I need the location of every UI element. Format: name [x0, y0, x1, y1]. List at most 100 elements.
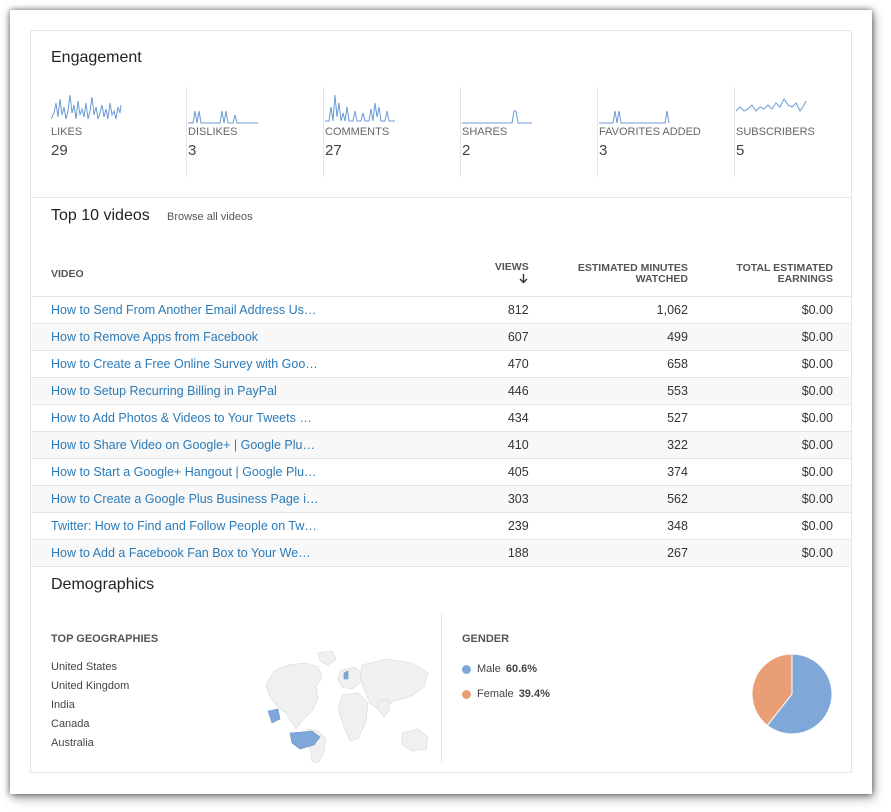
video-title-link[interactable]: How to Add a Facebook Fan Box to Your We…: [51, 546, 311, 560]
minutes-cell: 499: [528, 323, 688, 351]
minutes-cell: 348: [528, 512, 688, 540]
legend-label: Male: [477, 663, 501, 675]
legend-item-male: Male 60.6%: [462, 663, 550, 688]
divider: [460, 87, 461, 177]
gender-pie-chart[interactable]: [751, 653, 833, 735]
legend-item-female: Female 39.4%: [462, 688, 550, 713]
divider: [597, 87, 598, 177]
minutes-cell: 374: [528, 458, 688, 486]
column-header-earnings[interactable]: TOTAL ESTIMATED EARNINGS: [688, 252, 851, 297]
legend-percent: 39.4%: [518, 688, 550, 700]
geography-item: Australia: [51, 737, 94, 749]
pie-slice-female[interactable]: [751, 653, 793, 727]
header-line: ESTIMATED MINUTES: [577, 262, 688, 274]
geographies-list: United States United Kingdom India Canad…: [51, 661, 129, 756]
views-cell: 303: [490, 485, 529, 513]
earnings-cell: $0.00: [687, 458, 851, 486]
table-row: How to Add Photos & Videos to Your Tweet…: [31, 404, 851, 432]
metric-label: LIKES: [51, 126, 83, 138]
geography-item: India: [51, 699, 75, 711]
geography-item: United States: [51, 661, 118, 673]
section-divider: [31, 566, 851, 567]
earnings-cell: $0.00: [687, 404, 851, 432]
top-geographies-heading: TOP GEOGRAPHIES: [51, 633, 159, 645]
geography-item: United Kingdom: [51, 680, 130, 692]
views-cell: 188: [490, 539, 529, 566]
metric-label: SUBSCRIBERS: [736, 126, 815, 138]
minutes-cell: 1,062: [528, 296, 688, 324]
earnings-cell: $0.00: [687, 512, 851, 540]
column-header-views[interactable]: VIEWS: [491, 252, 529, 297]
header-line: EARNINGS: [777, 273, 833, 285]
world-map[interactable]: [256, 649, 436, 767]
video-title-link[interactable]: Twitter: How to Find and Follow People o…: [51, 519, 317, 533]
metric-value: 27: [325, 142, 342, 159]
favorites-sparkline: [599, 110, 670, 124]
table-row: How to Send From Another Email Address U…: [31, 296, 851, 324]
earnings-cell: $0.00: [687, 350, 851, 378]
views-cell: 812: [490, 296, 529, 324]
demographics-divider: [441, 613, 442, 763]
geography-item: Canada: [51, 718, 90, 730]
table-row: How to Create a Google Plus Business Pag…: [31, 485, 851, 513]
comments-sparkline: [325, 94, 395, 122]
metric-value: 3: [599, 142, 608, 159]
metric-subscribers[interactable]: SUBSCRIBERS 5: [734, 87, 873, 179]
table-row: How to Add a Facebook Fan Box to Your We…: [31, 539, 851, 566]
views-cell: 446: [490, 377, 529, 405]
metric-favorites-added[interactable]: FAVORITES ADDED 3: [597, 87, 736, 179]
metric-label: DISLIKES: [188, 126, 238, 138]
minutes-cell: 562: [528, 485, 688, 513]
table-row: How to Share Video on Google+ | Google P…: [31, 431, 851, 459]
video-title-link[interactable]: How to Add Photos & Videos to Your Tweet…: [51, 411, 312, 425]
top-videos-table: VIDEO VIEWS ESTIMATED MINUTES WATCHED TO…: [31, 252, 851, 566]
video-title-link[interactable]: How to Create a Google Plus Business Pag…: [51, 492, 319, 506]
top-videos-title: Top 10 videos: [51, 207, 150, 224]
gender-legend: Male 60.6% Female 39.4%: [462, 663, 550, 713]
views-cell: 239: [490, 512, 529, 540]
legend-label: Female: [477, 688, 514, 700]
column-header-video[interactable]: VIDEO: [51, 267, 84, 280]
shares-sparkline: [462, 110, 532, 124]
analytics-panel: Engagement LIKES 29 DISLIKES 3: [30, 30, 852, 773]
video-title-link[interactable]: How to Share Video on Google+ | Google P…: [51, 438, 315, 452]
video-title-link[interactable]: How to Send From Another Email Address U…: [51, 303, 317, 317]
video-title-link[interactable]: How to Create a Free Online Survey with …: [51, 357, 318, 371]
table-row: Twitter: How to Find and Follow People o…: [31, 512, 851, 540]
metric-shares[interactable]: SHARES 2: [460, 87, 599, 179]
metric-dislikes[interactable]: DISLIKES 3: [186, 87, 325, 179]
divider: [323, 87, 324, 177]
table-header-row: VIDEO VIEWS ESTIMATED MINUTES WATCHED TO…: [31, 252, 851, 297]
video-title-link[interactable]: How to Start a Google+ Hangout | Google …: [51, 465, 317, 479]
metric-likes[interactable]: LIKES 29: [51, 87, 188, 179]
metric-comments[interactable]: COMMENTS 27: [323, 87, 462, 179]
female-dot-icon: [462, 690, 471, 699]
analytics-window: Engagement LIKES 29 DISLIKES 3: [10, 10, 872, 794]
header-line: WATCHED: [635, 273, 688, 285]
metric-value: 3: [188, 142, 197, 159]
metric-value: 5: [736, 142, 745, 159]
table-row: How to Start a Google+ Hangout | Google …: [31, 458, 851, 486]
minutes-cell: 553: [528, 377, 688, 405]
table-row: How to Create a Free Online Survey with …: [31, 350, 851, 378]
views-cell: 434: [490, 404, 529, 432]
video-title-link[interactable]: How to Setup Recurring Billing in PayPal: [51, 384, 277, 398]
male-dot-icon: [462, 665, 471, 674]
table-row: How to Remove Apps from Facebook 607 499…: [31, 323, 851, 351]
demographics-title: Demographics: [51, 576, 155, 593]
views-cell: 405: [490, 458, 529, 486]
earnings-cell: $0.00: [687, 485, 851, 513]
divider: [186, 87, 187, 177]
section-divider: [31, 197, 851, 198]
metric-label: COMMENTS: [325, 126, 390, 138]
earnings-cell: $0.00: [687, 323, 851, 351]
header-line: TOTAL ESTIMATED: [736, 262, 833, 274]
metric-value: 29: [51, 142, 68, 159]
metric-value: 2: [462, 142, 471, 159]
dislikes-sparkline: [188, 110, 258, 124]
divider: [734, 87, 735, 177]
pie-slice-male[interactable]: [766, 653, 833, 735]
video-title-link[interactable]: How to Remove Apps from Facebook: [51, 330, 259, 344]
column-header-minutes-watched[interactable]: ESTIMATED MINUTES WATCHED: [529, 252, 688, 297]
browse-all-videos-link[interactable]: Browse all videos: [167, 211, 253, 223]
